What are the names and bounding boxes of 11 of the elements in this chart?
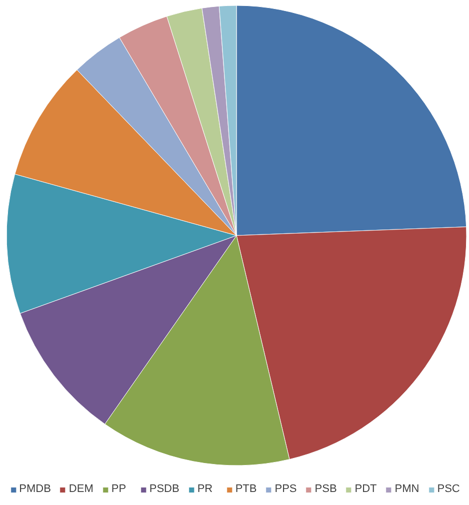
legend-label: DEM	[68, 483, 94, 495]
legend-label: PSB	[314, 483, 337, 495]
legend-label: PMN	[394, 483, 420, 495]
legend-label: PR	[197, 483, 214, 495]
legend-label: PSC	[437, 483, 460, 495]
legend-label: PP	[111, 483, 128, 495]
legend-label: PTB	[235, 483, 257, 495]
legend-label: PMDB	[19, 483, 51, 495]
legend-label: PPS	[274, 483, 297, 495]
legend-label: PDT	[354, 483, 377, 495]
legend-label: PSDB	[149, 483, 180, 495]
